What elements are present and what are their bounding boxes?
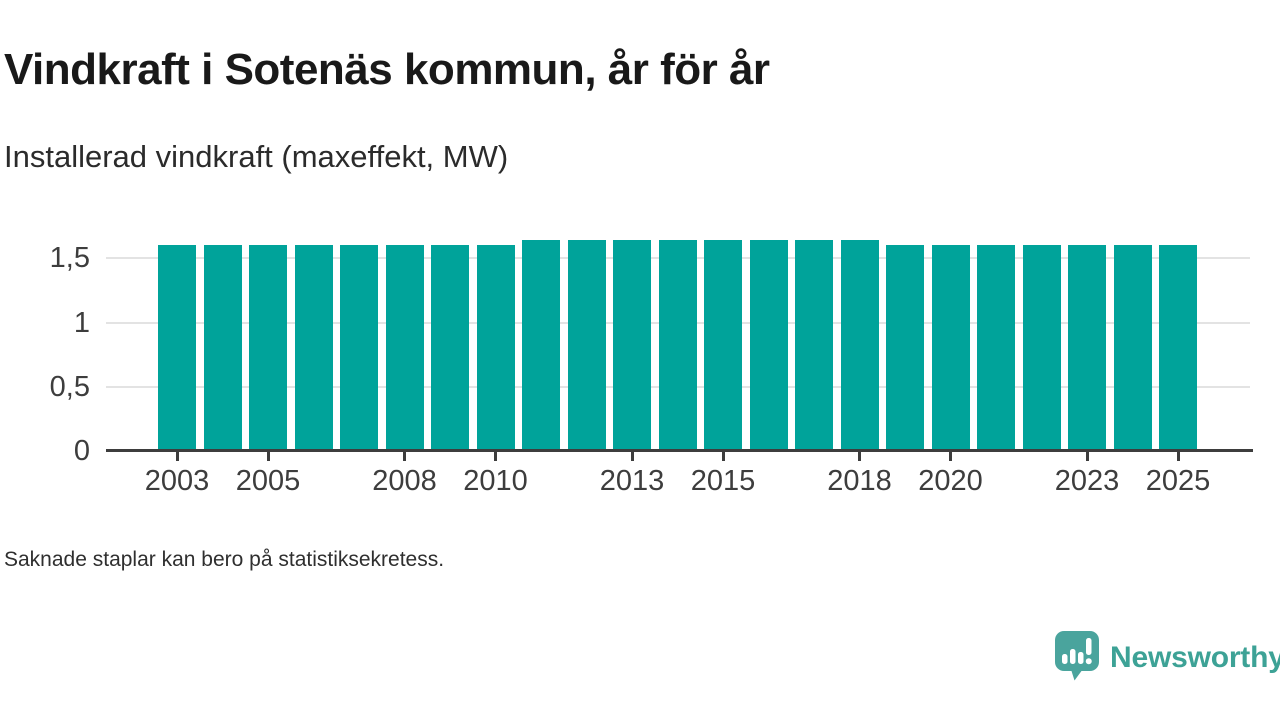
x-tick-label-2018: 2018 xyxy=(827,465,892,497)
bar-2021 xyxy=(977,245,1015,451)
x-tick-2010 xyxy=(494,452,497,461)
bar-2023 xyxy=(1068,245,1106,451)
x-tick-2025 xyxy=(1176,452,1180,461)
bar-2018 xyxy=(840,240,879,451)
bar-2015 xyxy=(704,240,742,451)
x-tick-2023 xyxy=(1085,452,1089,461)
bar-2022 xyxy=(1022,245,1061,451)
bar-2008 xyxy=(385,245,424,451)
newsworthy-logo-text: Newsworthy xyxy=(1110,640,1280,674)
newsworthy-logo: Newsworthy xyxy=(1053,629,1280,686)
bar-2011 xyxy=(522,240,560,451)
y-tick-label-0: 0 xyxy=(73,435,90,467)
bar-2003 xyxy=(158,245,196,451)
chart-subtitle: Installerad vindkraft (maxeffekt, MW) xyxy=(4,139,509,174)
x-tick-2018 xyxy=(858,452,861,461)
x-tick-label-2008: 2008 xyxy=(372,465,437,497)
bar-2010 xyxy=(476,245,515,451)
chart-title: Vindkraft i Sotenäs kommun, år för år xyxy=(4,45,770,94)
bar-2016 xyxy=(749,240,788,451)
bar-2019 xyxy=(886,245,924,451)
bar-2014 xyxy=(658,240,697,451)
x-tick-label-2023: 2023 xyxy=(1054,465,1120,497)
x-tick-2015 xyxy=(721,452,725,461)
x-tick-label-2003: 2003 xyxy=(144,465,210,497)
x-tick-2008 xyxy=(403,452,406,461)
bar-2024 xyxy=(1113,245,1152,451)
x-tick-2020 xyxy=(949,452,952,461)
bar-2004 xyxy=(203,245,242,451)
bar-2007 xyxy=(340,245,378,451)
x-tick-label-2020: 2020 xyxy=(918,465,983,497)
bar-2009 xyxy=(431,245,469,451)
x-tick-label-2010: 2010 xyxy=(463,465,528,497)
x-tick-2005 xyxy=(266,452,270,461)
x-tick-label-2015: 2015 xyxy=(690,465,756,497)
y-tick-label-1,5: 1,5 xyxy=(49,242,90,275)
footer-note: Saknade staplar kan bero på statistiksek… xyxy=(4,548,445,571)
x-tick-label-2013: 2013 xyxy=(599,465,665,497)
bar-2012 xyxy=(567,240,606,451)
newsworthy-logo-icon xyxy=(1053,629,1101,686)
bar-2017 xyxy=(795,240,833,451)
x-tick-label-2005: 2005 xyxy=(235,465,301,497)
y-tick-label-0,5: 0,5 xyxy=(49,370,90,403)
x-tick-2013 xyxy=(630,452,634,461)
bar-2006 xyxy=(294,245,333,451)
y-tick-label-1: 1 xyxy=(73,306,90,339)
x-tick-label-2025: 2025 xyxy=(1145,465,1211,497)
bar-2005 xyxy=(249,245,287,451)
bar-2013 xyxy=(613,240,651,451)
x-tick-2003 xyxy=(175,452,179,461)
bar-2020 xyxy=(931,245,970,451)
bar-2025 xyxy=(1159,245,1197,451)
x-axis-line xyxy=(106,449,1253,452)
plot-area xyxy=(106,230,1253,451)
